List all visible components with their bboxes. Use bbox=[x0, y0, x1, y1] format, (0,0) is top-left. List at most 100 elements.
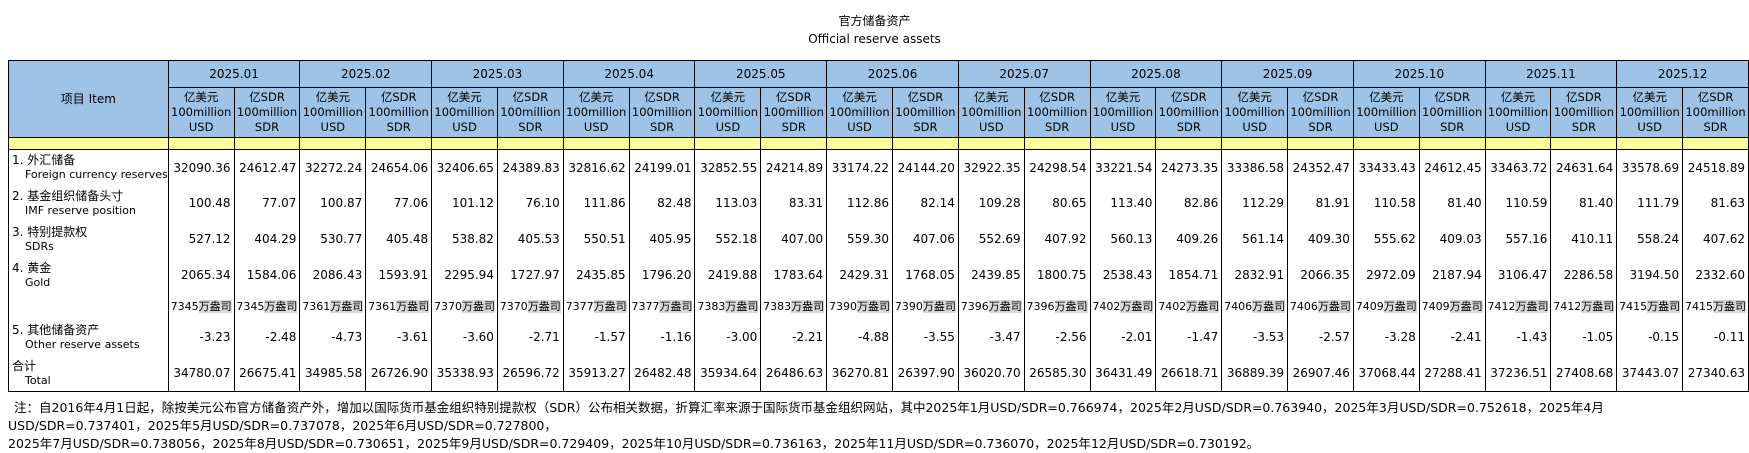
value-cell: -3.53 bbox=[1221, 319, 1289, 356]
unit-line: SDR bbox=[1308, 119, 1333, 134]
cell-value: 26675.41 bbox=[239, 366, 297, 381]
cell-value: 2832.91 bbox=[1234, 268, 1285, 283]
cell-value: -2.71 bbox=[528, 330, 560, 345]
cell-value: -3.28 bbox=[1384, 330, 1416, 345]
cell-value: 7361 bbox=[368, 300, 397, 314]
table-row: 7345万盎司 7345万盎司 7361万盎司 7361万盎司 7370万盎司 7370万… bbox=[8, 293, 1749, 320]
value-cell: -2.41 bbox=[1418, 319, 1486, 356]
cell-value: 32272.24 bbox=[305, 160, 363, 175]
table-row: 4. 黄金 Gold 2065.34 1584.06 2086.43 1593.91 229… bbox=[8, 257, 1749, 294]
cell-value: 82.14 bbox=[920, 196, 955, 211]
month-header: 2025.02 bbox=[299, 60, 433, 88]
cell-value: 3106.47 bbox=[1497, 268, 1548, 283]
value-cell: 1768.05 bbox=[892, 257, 959, 294]
spacer-cell bbox=[1221, 136, 1289, 150]
row-label: 1. 外汇储备 Foreign currency reserves bbox=[8, 149, 169, 186]
unit-line: USD bbox=[847, 119, 872, 134]
unit-header-sdr: 亿SDR 100million SDR bbox=[496, 87, 564, 138]
ounce-unit: 万盎司 bbox=[1120, 300, 1154, 314]
value-cell: 530.77 bbox=[299, 221, 367, 258]
cell-value: 100.48 bbox=[188, 196, 231, 211]
table-row: 1. 外汇储备 Foreign currency reserves 32090.36… bbox=[8, 149, 1749, 186]
value-cell: -2.21 bbox=[760, 319, 828, 356]
value-cell: 560.13 bbox=[1089, 221, 1157, 258]
cell-value: 530.77 bbox=[320, 232, 363, 247]
cell-value: 2066.35 bbox=[1300, 268, 1350, 283]
unit-line: 亿SDR bbox=[1039, 90, 1075, 104]
unit-line: USD bbox=[715, 119, 741, 134]
unit-line: 100million bbox=[171, 104, 232, 119]
cell-value: -1.47 bbox=[1187, 330, 1219, 345]
value-cell: 100.87 bbox=[299, 185, 367, 222]
unit-header-usd: 亿美元 100million USD bbox=[826, 87, 894, 138]
unit-line: SDR bbox=[254, 119, 280, 134]
ounce-unit: 万盎司 bbox=[1383, 300, 1417, 314]
unit-line: 亿SDR bbox=[775, 90, 812, 104]
cell-value: 7409 bbox=[1355, 300, 1384, 314]
spacer-cell bbox=[299, 136, 367, 150]
spacer-cell bbox=[562, 136, 630, 150]
month-header: 2025.11 bbox=[1484, 60, 1618, 88]
unit-line: 100million bbox=[1553, 104, 1614, 119]
cell-value: 7345 bbox=[236, 300, 265, 314]
gold-ounces-cell: 7396万盎司 bbox=[957, 293, 1025, 320]
gold-ounces-cell: 7415万盎司 bbox=[1616, 293, 1684, 320]
unit-line: SDR bbox=[386, 119, 411, 134]
unit-line: 亿美元 bbox=[974, 90, 1009, 104]
cell-value: 81.91 bbox=[1315, 196, 1350, 211]
row-label: 2. 基金组织储备头寸 IMF reserve position bbox=[8, 185, 169, 222]
value-cell: -3.00 bbox=[694, 319, 762, 356]
unit-line: 亿美元 bbox=[842, 90, 877, 104]
value-cell: 24144.20 bbox=[892, 149, 959, 186]
row-label-zh: 5. 其他储备资产 bbox=[12, 322, 100, 337]
cell-value: 32922.35 bbox=[963, 160, 1021, 175]
unit-header-sdr: 亿SDR 100million SDR bbox=[1682, 87, 1749, 138]
unit-line: 亿美元 bbox=[710, 90, 746, 104]
unit-line: 100million bbox=[697, 104, 759, 119]
value-cell: 552.18 bbox=[694, 221, 762, 258]
unit-line: 亿美元 bbox=[183, 90, 219, 104]
value-cell: 112.29 bbox=[1221, 185, 1289, 222]
cell-value: 81.40 bbox=[1447, 196, 1482, 211]
unit-header-sdr: 亿SDR 100million SDR bbox=[365, 87, 433, 138]
value-cell: 2439.85 bbox=[957, 257, 1025, 294]
cell-value: 36431.49 bbox=[1095, 366, 1153, 381]
cell-value: 111.79 bbox=[1637, 196, 1680, 211]
value-cell: 1584.06 bbox=[233, 257, 301, 294]
unit-line: 亿SDR bbox=[907, 90, 944, 104]
title-en: Official reserve assets bbox=[808, 32, 941, 46]
cell-value: 7377 bbox=[565, 300, 594, 314]
unit-line: 100million bbox=[1619, 104, 1680, 119]
value-cell: 2435.85 bbox=[562, 257, 630, 294]
cell-value: 1768.05 bbox=[905, 268, 955, 283]
value-cell: 101.12 bbox=[431, 185, 498, 222]
value-cell: 26675.41 bbox=[233, 355, 301, 392]
value-cell: 409.03 bbox=[1418, 221, 1486, 258]
cell-value: -3.61 bbox=[397, 330, 429, 345]
cell-value: 80.65 bbox=[1052, 196, 1087, 211]
unit-header-usd: 亿美元 100million USD bbox=[299, 87, 367, 138]
row-label-en: Total bbox=[25, 373, 51, 387]
unit-line: 100million bbox=[961, 104, 1022, 119]
month-header: 2025.06 bbox=[826, 60, 959, 88]
unit-header-usd: 亿美元 100million USD bbox=[957, 87, 1025, 138]
cell-value: 26486.63 bbox=[765, 366, 824, 381]
value-cell: 2538.43 bbox=[1089, 257, 1157, 294]
value-cell: -1.57 bbox=[562, 319, 630, 356]
value-cell: 37068.44 bbox=[1352, 355, 1420, 392]
unit-header-sdr: 亿SDR 100million SDR bbox=[892, 87, 959, 138]
value-cell: 24352.47 bbox=[1287, 149, 1354, 186]
unit-header-sdr: 亿SDR 100million SDR bbox=[1287, 87, 1354, 138]
cell-value: -3.60 bbox=[462, 330, 494, 345]
cell-value: 24612.47 bbox=[239, 160, 297, 175]
value-cell: 407.06 bbox=[892, 221, 959, 258]
cell-value: 33221.54 bbox=[1095, 160, 1153, 175]
gold-ounces-cell: 7412万盎司 bbox=[1484, 293, 1552, 320]
gold-ounces-cell: 7415万盎司 bbox=[1682, 293, 1749, 320]
cell-value: 407.00 bbox=[781, 232, 824, 247]
cell-value: 558.24 bbox=[1637, 232, 1680, 247]
cell-value: 37236.51 bbox=[1490, 366, 1548, 381]
value-cell: 24214.89 bbox=[760, 149, 828, 186]
cell-value: 110.59 bbox=[1505, 196, 1548, 211]
value-cell: 82.48 bbox=[628, 185, 696, 222]
